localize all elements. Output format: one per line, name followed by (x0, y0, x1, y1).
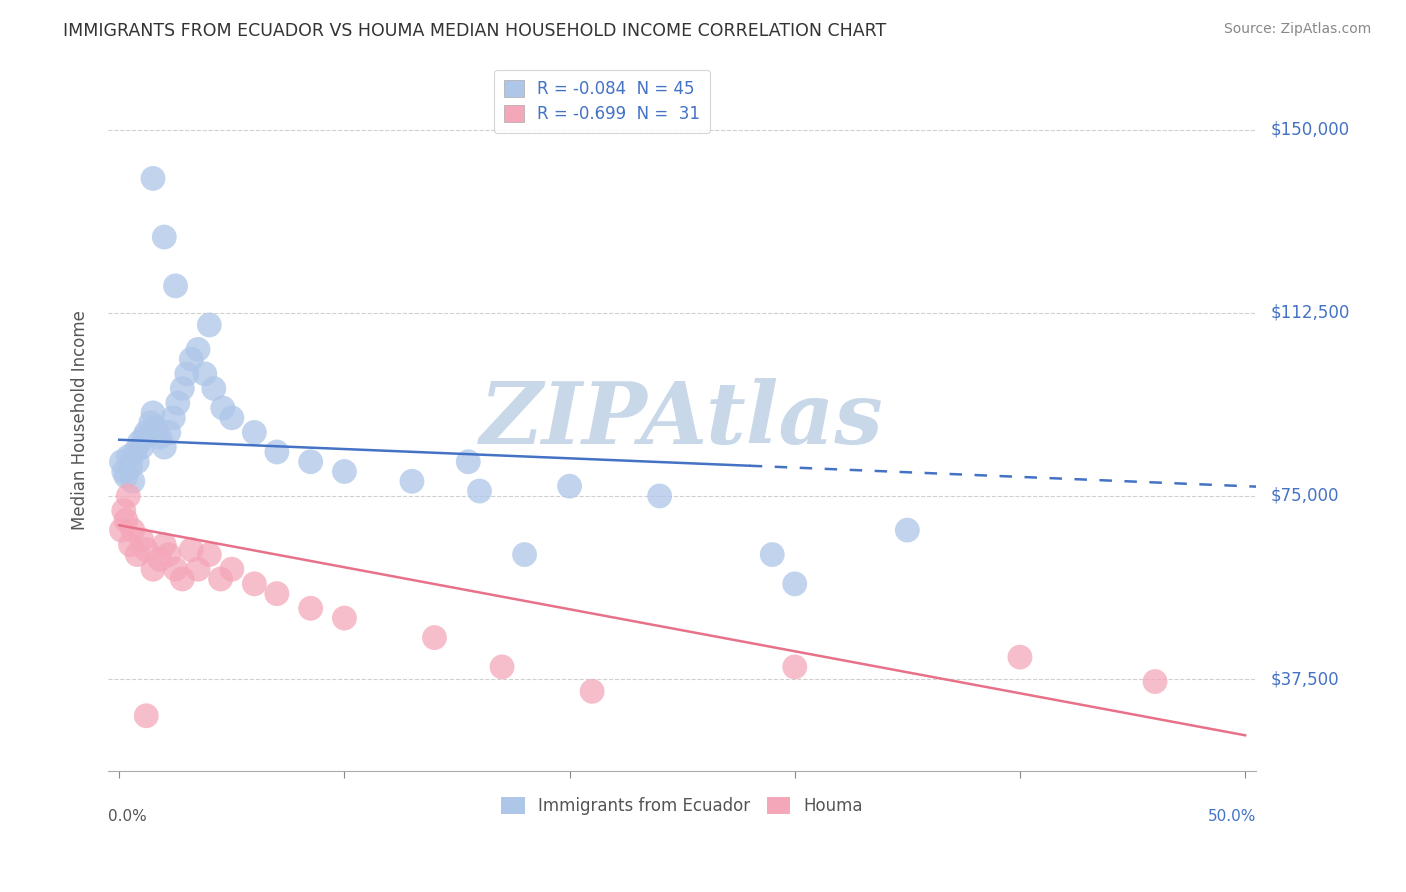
Point (180, 542, 202, 557)
Point (221, 562, 243, 576)
Point (117, 450, 139, 464)
Point (149, 430, 172, 444)
Text: 0.0%: 0.0% (108, 809, 146, 824)
Point (299, 455, 322, 469)
Text: ZIPAtlas: ZIPAtlas (481, 378, 884, 461)
Point (457, 455, 479, 469)
Point (209, 572, 232, 586)
Text: IMMIGRANTS FROM ECUADOR VS HOUMA MEDIAN HOUSEHOLD INCOME CORRELATION CHART: IMMIGRANTS FROM ECUADOR VS HOUMA MEDIAN … (63, 22, 887, 40)
Point (761, 548, 783, 562)
Point (202, 382, 225, 396)
Point (333, 611, 356, 625)
Text: $112,500: $112,500 (1270, 304, 1350, 322)
Point (153, 538, 176, 552)
Point (120, 459, 142, 474)
Point (558, 479, 581, 493)
Point (142, 171, 165, 186)
Point (299, 601, 322, 615)
Point (120, 538, 142, 552)
Point (1144, 674, 1167, 689)
Point (513, 548, 536, 562)
Point (166, 396, 188, 410)
Point (198, 318, 221, 332)
Point (143, 420, 166, 434)
Legend: Immigrants from Ecuador, Houma: Immigrants from Ecuador, Houma (495, 790, 870, 822)
Point (198, 548, 221, 562)
Point (157, 425, 180, 440)
Point (115, 469, 138, 483)
Point (180, 352, 202, 367)
Point (187, 562, 209, 576)
Point (149, 552, 172, 566)
Point (401, 475, 423, 489)
Point (153, 440, 176, 454)
Point (211, 401, 233, 415)
Point (153, 230, 176, 244)
Point (266, 445, 288, 459)
Point (491, 660, 513, 674)
Point (194, 367, 217, 381)
Point (112, 465, 135, 479)
Point (165, 279, 187, 293)
Point (896, 523, 918, 537)
Point (110, 523, 132, 537)
Point (162, 410, 184, 425)
Point (221, 410, 243, 425)
Point (127, 548, 149, 562)
Text: Source: ZipAtlas.com: Source: ZipAtlas.com (1223, 22, 1371, 37)
Point (648, 489, 671, 503)
Point (124, 445, 146, 459)
Point (110, 455, 132, 469)
Point (243, 577, 266, 591)
Point (142, 562, 165, 576)
Point (132, 430, 155, 444)
Point (243, 425, 266, 440)
Point (127, 455, 149, 469)
Point (128, 435, 150, 450)
Point (135, 708, 157, 723)
Point (176, 367, 198, 381)
Point (266, 587, 288, 601)
Point (581, 684, 603, 698)
Point (783, 577, 806, 591)
Text: $75,000: $75,000 (1270, 487, 1339, 505)
Y-axis label: Median Household Income: Median Household Income (72, 310, 89, 530)
Point (172, 572, 194, 586)
Text: 50.0%: 50.0% (1208, 809, 1257, 824)
Text: $150,000: $150,000 (1270, 120, 1350, 138)
Point (172, 382, 194, 396)
Point (135, 425, 157, 440)
Point (157, 548, 180, 562)
Point (135, 542, 157, 557)
Point (139, 416, 162, 430)
Point (468, 484, 491, 499)
Point (117, 489, 139, 503)
Text: $37,500: $37,500 (1270, 670, 1339, 688)
Point (131, 440, 153, 454)
Point (121, 475, 143, 489)
Point (165, 562, 187, 576)
Point (115, 513, 138, 527)
Point (187, 343, 209, 357)
Point (142, 406, 165, 420)
Point (131, 533, 153, 547)
Point (112, 503, 135, 517)
Point (423, 631, 446, 645)
Point (1008, 650, 1031, 665)
Point (333, 465, 356, 479)
Point (783, 660, 806, 674)
Point (121, 523, 143, 537)
